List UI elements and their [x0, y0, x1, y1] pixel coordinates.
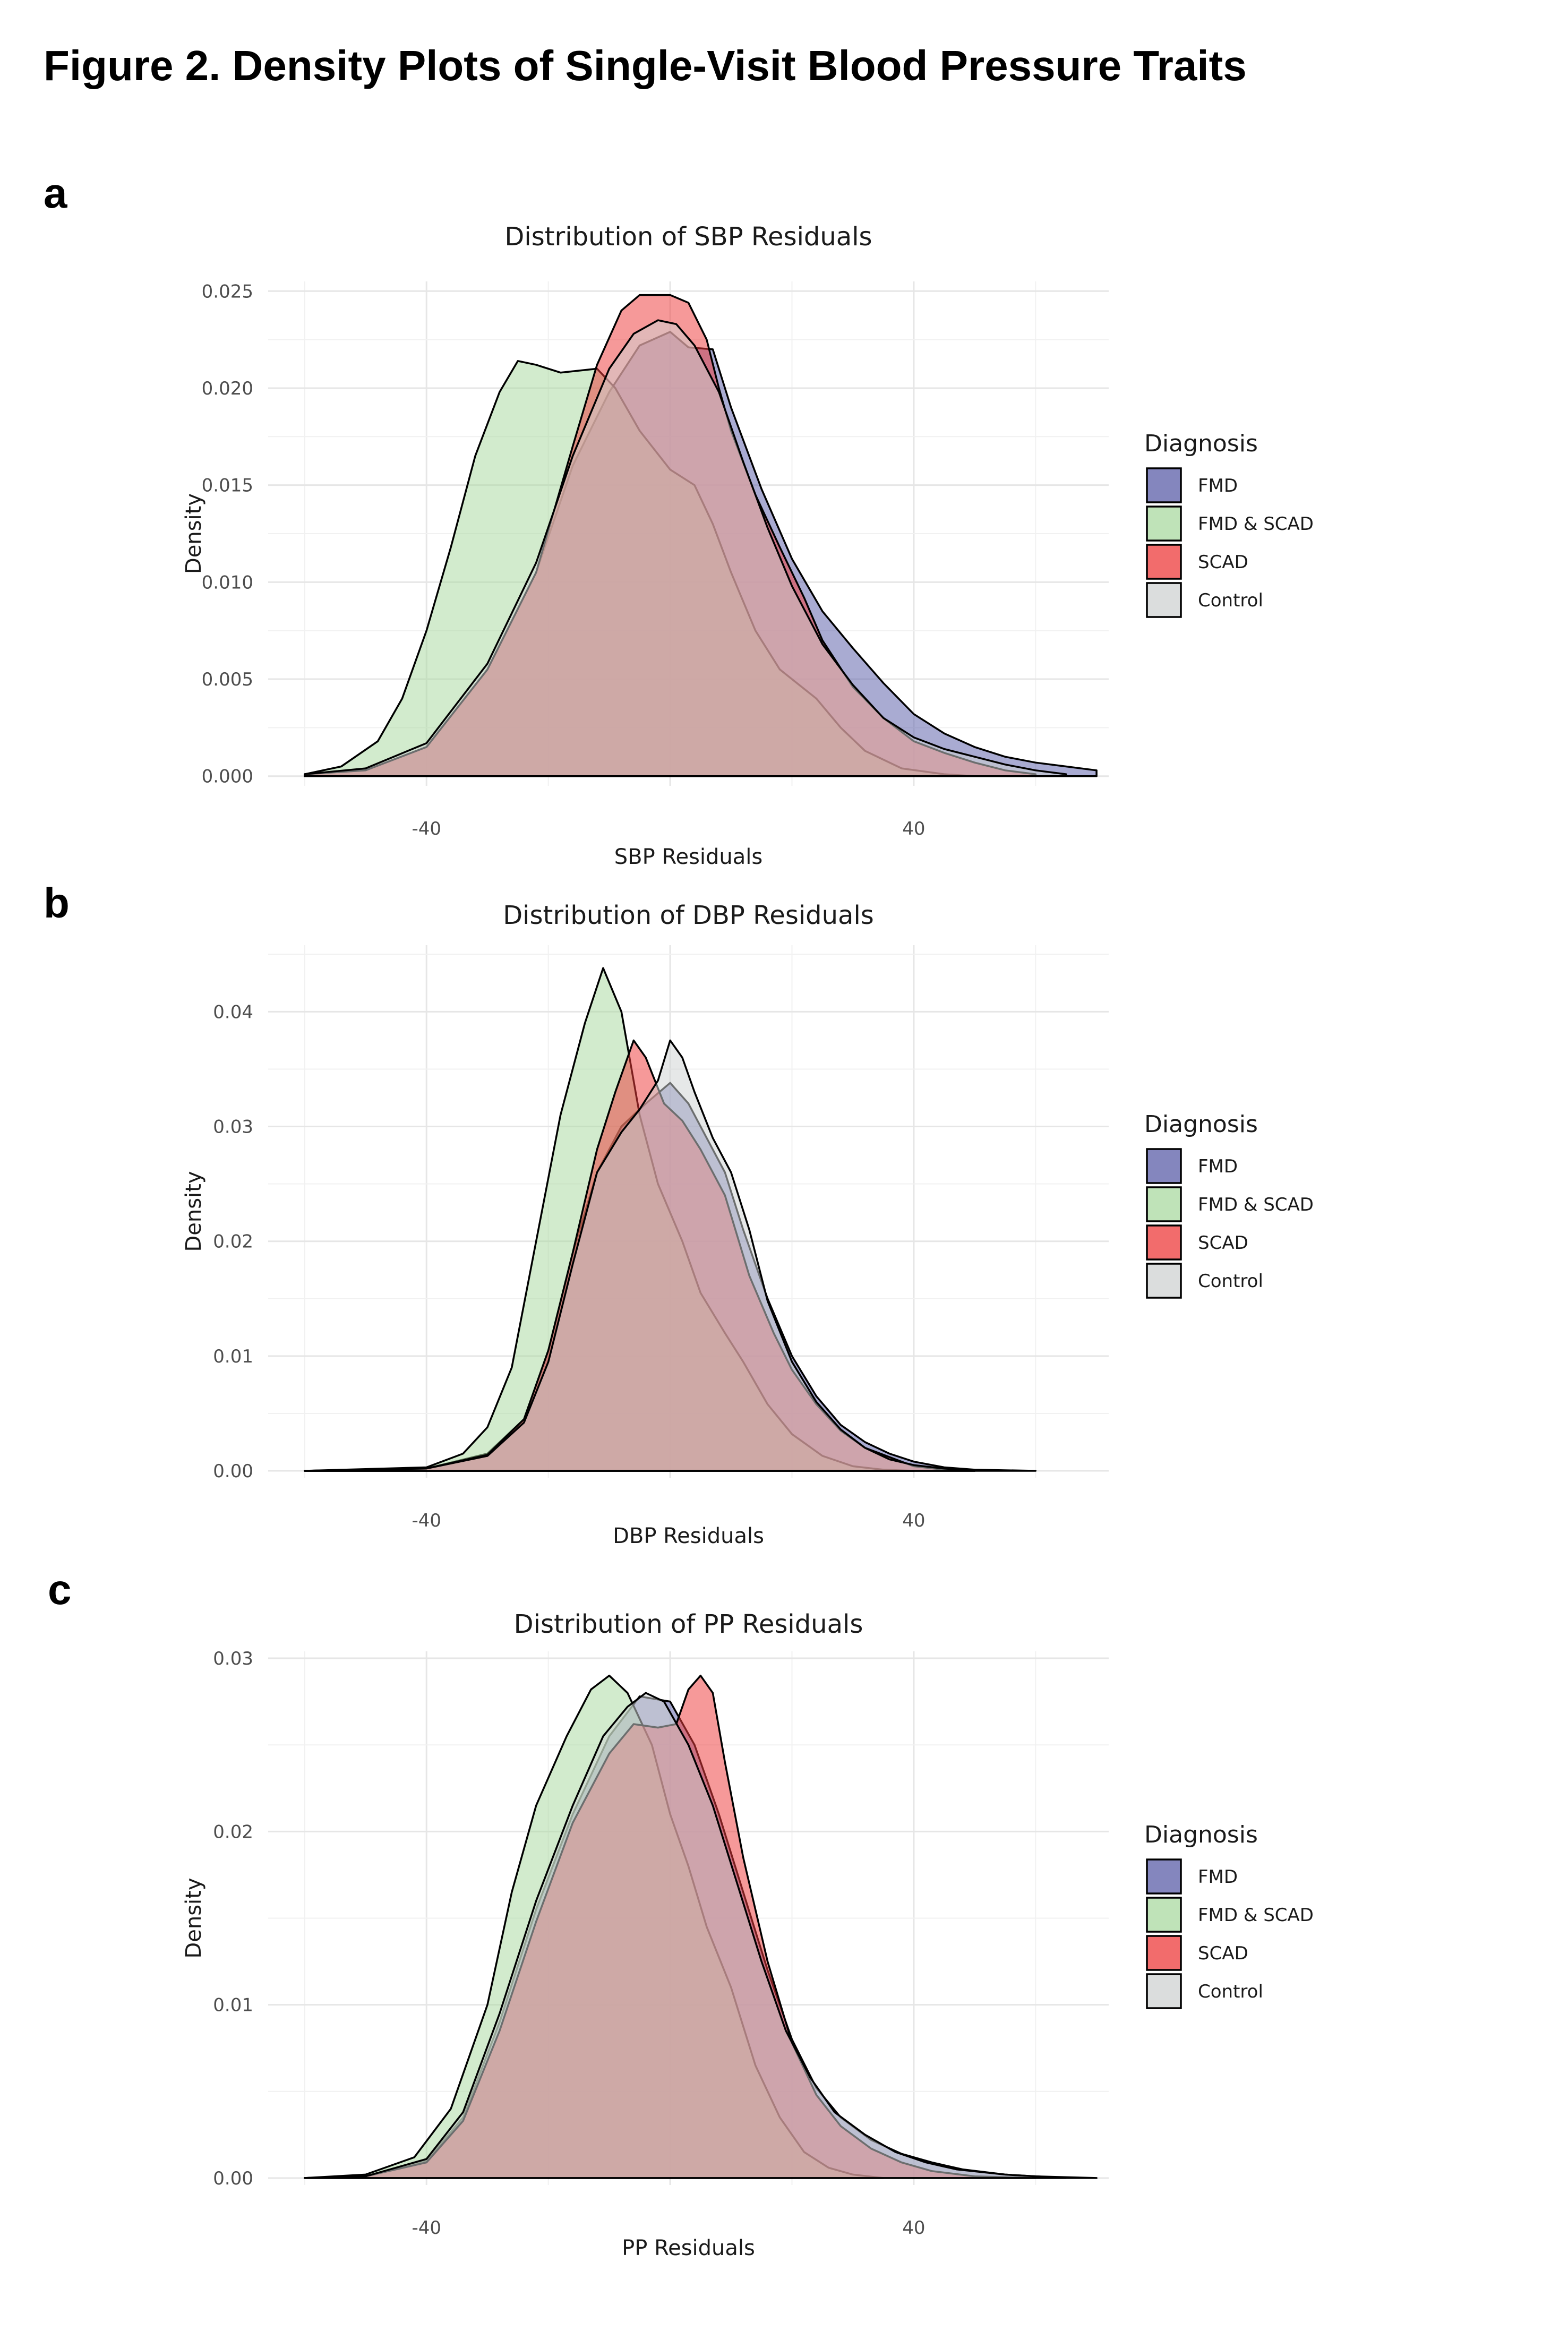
- chart-2-legend-swatch-scad: [1146, 1224, 1182, 1261]
- chart-1-x-tick-label: -40: [412, 818, 441, 839]
- chart-1-legend: Diagnosis FMD FMD & SCAD SCAD Control: [1144, 430, 1314, 618]
- chart-1-y-tick-label: 0.000: [202, 766, 253, 787]
- chart-3-legend-label-control: Control: [1198, 1981, 1263, 2002]
- chart-2-x-axis-label: DBP Residuals: [613, 1524, 764, 1548]
- chart-1-legend-label-control: Control: [1198, 590, 1263, 611]
- chart-3-legend-swatch-scad: [1146, 1935, 1182, 1971]
- panel-label-c: c: [48, 1566, 72, 1613]
- chart-1-legend-label-scad: SCAD: [1198, 552, 1248, 573]
- chart-3-legend-label-scad: SCAD: [1198, 1943, 1248, 1964]
- chart-2-y-tick-label: 0.02: [213, 1231, 253, 1253]
- chart-1-x-axis-label: SBP Residuals: [614, 845, 762, 869]
- chart-3: 0.00 0.01 0.02 0.03 -40 40 Distribution of PP …: [182, 1609, 1314, 2260]
- chart-2-legend-title: Diagnosis: [1144, 1111, 1258, 1138]
- chart-2-legend-label-scad: SCAD: [1198, 1232, 1248, 1254]
- chart-1-y-axis-label: Density: [182, 493, 206, 574]
- chart-1-y-tick-label: 0.005: [202, 669, 253, 690]
- chart-3-legend-swatch-control: [1146, 1973, 1182, 2009]
- chart-1-density-control: [304, 319, 1067, 777]
- chart-3-x-axis-label: PP Residuals: [622, 2236, 755, 2260]
- chart-2-legend-label-fmd-scad: FMD & SCAD: [1198, 1194, 1314, 1215]
- chart-1-legend-swatch-scad: [1146, 544, 1182, 580]
- chart-3-legend-title: Diagnosis: [1144, 1821, 1258, 1848]
- chart-1-legend-title: Diagnosis: [1144, 430, 1258, 457]
- chart-1-x-tick-label: 40: [902, 818, 925, 839]
- chart-2-y-axis-label: Density: [182, 1171, 206, 1252]
- chart-2-density-control: [304, 1039, 976, 1472]
- chart-2-x-tick-label: 40: [902, 1510, 925, 1531]
- chart-2-legend-label-control: Control: [1198, 1271, 1263, 1292]
- chart-1-legend-swatch-control: [1146, 582, 1182, 618]
- chart-1-y-tick-label: 0.010: [202, 572, 253, 593]
- chart-1: 0.000 0.005 0.010 0.015 0.020 0.025 -40 40 Distr…: [182, 222, 1314, 869]
- chart-3-y-tick-label: 0.03: [213, 1648, 253, 1669]
- chart-3-y-tick-label: 0.00: [213, 2168, 253, 2189]
- chart-2-y-tick-label: 0.04: [213, 1001, 253, 1023]
- chart-3-y-tick-label: 0.02: [213, 1821, 253, 1842]
- chart-3-y-tick-label: 0.01: [213, 1995, 253, 2016]
- chart-2-y-tick-label: 0.01: [213, 1346, 253, 1367]
- chart-2-legend-swatch-control: [1146, 1263, 1182, 1299]
- chart-2-y-tick-label: 0.03: [213, 1117, 253, 1138]
- panel-label-b: b: [44, 879, 70, 927]
- chart-1-y-tick-label: 0.025: [202, 281, 253, 302]
- chart-3-legend-label-fmd-scad: FMD & SCAD: [1198, 1905, 1314, 1926]
- chart-1-legend-swatch-fmd-scad: [1146, 505, 1182, 542]
- chart-3-legend-swatch-fmd: [1146, 1858, 1182, 1895]
- chart-3-y-axis-label: Density: [182, 1878, 206, 1958]
- chart-2-legend-swatch-fmd-scad: [1146, 1186, 1182, 1222]
- chart-1-y-tick-label: 0.020: [202, 378, 253, 399]
- chart-2-y-tick-label: 0.00: [213, 1461, 253, 1482]
- chart-1-title: Distribution of SBP Residuals: [504, 222, 872, 252]
- chart-3-legend-swatch-fmd-scad: [1146, 1897, 1182, 1933]
- chart-1-legend-label-fmd-scad: FMD & SCAD: [1198, 513, 1314, 535]
- panel-label-a: a: [44, 169, 67, 217]
- chart-2-x-tick-label: -40: [412, 1510, 441, 1531]
- chart-2-legend-label-fmd: FMD: [1198, 1156, 1238, 1177]
- chart-2: 0.00 0.01 0.02 0.03 0.04 -40 40 Distribution of…: [182, 901, 1314, 1548]
- chart-3-x-tick-label: -40: [412, 2217, 441, 2239]
- chart-1-y-tick-label: 0.015: [202, 475, 253, 496]
- chart-3-legend: Diagnosis FMD FMD & SCAD SCAD Control: [1144, 1821, 1314, 2009]
- chart-3-x-tick-label: 40: [902, 2217, 925, 2239]
- chart-3-legend-label-fmd: FMD: [1198, 1866, 1238, 1888]
- chart-2-legend-swatch-fmd: [1146, 1148, 1182, 1184]
- chart-3-density-control: [304, 1692, 1067, 2179]
- chart-1-legend-swatch-fmd: [1146, 467, 1182, 503]
- figure-title: Figure 2. Density Plots of Single-Visit …: [44, 42, 1247, 89]
- chart-2-title: Distribution of DBP Residuals: [503, 901, 874, 930]
- chart-1-legend-label-fmd: FMD: [1198, 475, 1238, 496]
- chart-3-title: Distribution of PP Residuals: [514, 1609, 863, 1639]
- chart-2-legend: Diagnosis FMD FMD & SCAD SCAD Control: [1144, 1111, 1314, 1299]
